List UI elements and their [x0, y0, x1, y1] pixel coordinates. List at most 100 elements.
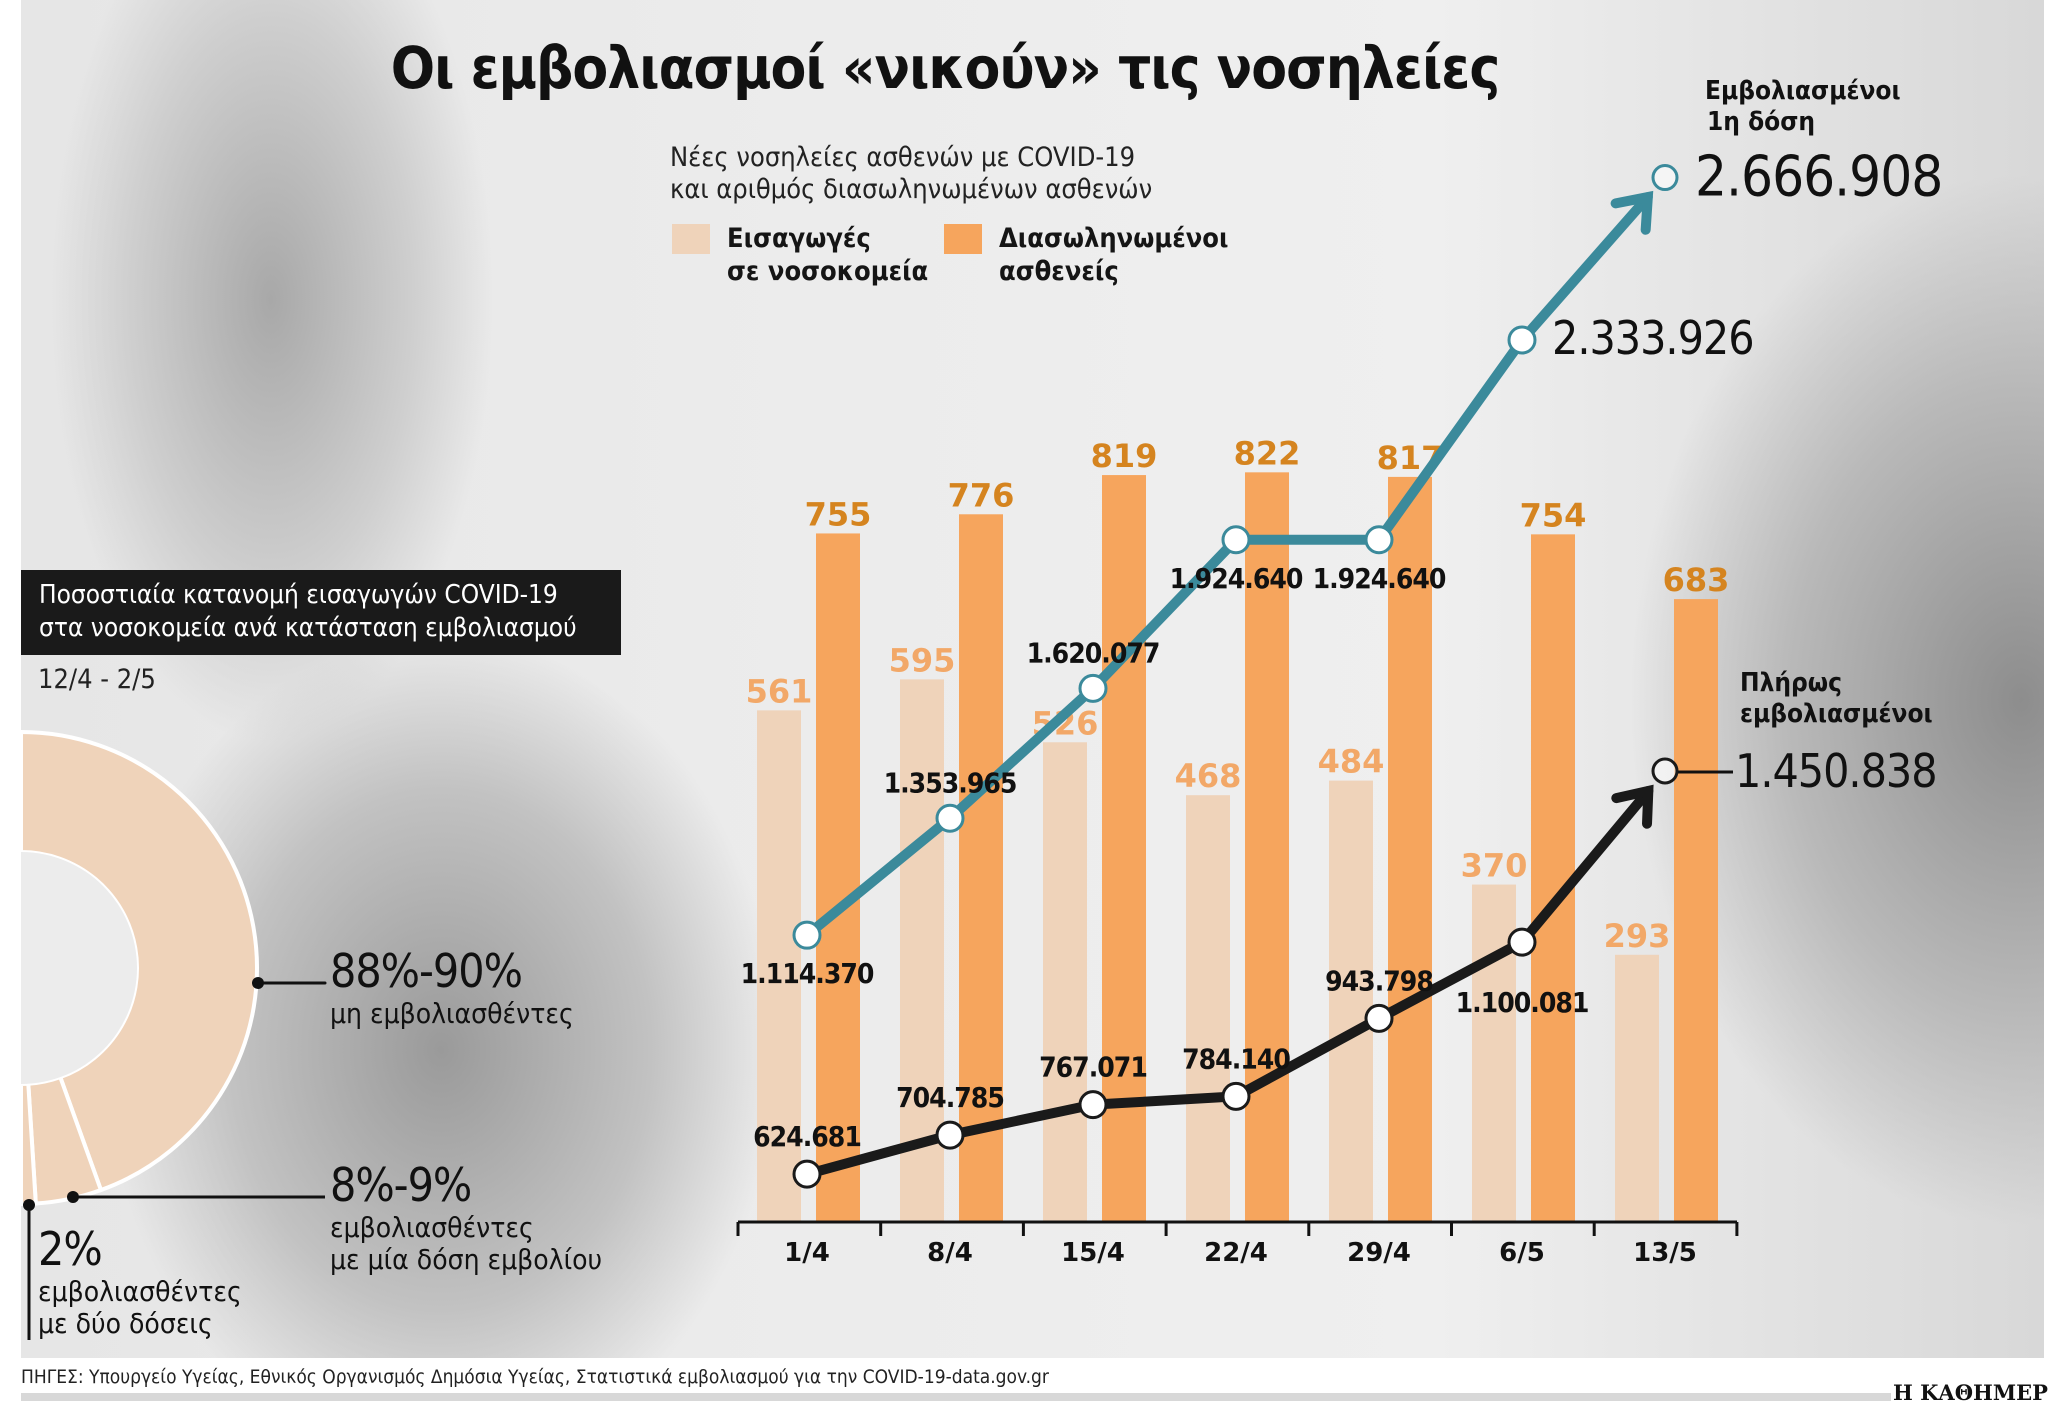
- bar-admissions-value: 595: [889, 641, 956, 679]
- slice-unvaccinated-value: 88%-90%: [330, 944, 523, 998]
- fully-vaccinated-point: [1221, 1081, 1251, 1111]
- fully-label-line-2: εμβολιασμένοι: [1740, 699, 1933, 729]
- x-tick-label: 15/4: [1061, 1238, 1125, 1268]
- bar-intubated-value: 754: [1520, 496, 1587, 534]
- bar-intubated: [1245, 472, 1289, 1222]
- subtitle-line-2: και αριθμός διασωληνωμένων ασθενών: [670, 174, 1153, 205]
- legend-swatch-admissions: [672, 224, 710, 254]
- fully-vaccinated-value-label: 1.450.838: [1735, 744, 1937, 798]
- bar-intubated-value: 776: [948, 476, 1015, 514]
- x-tick-label: 8/4: [927, 1238, 973, 1268]
- first-dose-label-line-1: Εμβολιασμένοι: [1705, 76, 1901, 106]
- vaccination-status-donut: [21, 729, 259, 1207]
- first-dose-point: [1651, 164, 1679, 192]
- first-dose-value-label: 1.924.640: [1313, 562, 1446, 595]
- legend-intubated-line-2: ασθενείς: [999, 256, 1119, 287]
- first-dose-point: [935, 803, 965, 833]
- fully-vaccinated-value-label: 624.681: [753, 1120, 861, 1153]
- chart-subtitle: Νέες νοσηλείες ασθενών με COVID-19 και α…: [670, 142, 1152, 206]
- fully-vaccinated-value-label: 1.100.081: [1456, 986, 1589, 1019]
- fully-vaccinated-point: [1364, 1003, 1394, 1033]
- first-dose-series-label: Εμβολιασμένοι 1η δόση: [1705, 76, 1901, 138]
- bar-admissions-value: 293: [1604, 917, 1671, 955]
- slice-one-dose-value: 8%-9%: [330, 1158, 472, 1212]
- bar-admissions: [1615, 954, 1659, 1222]
- sources-footer: ΠΗΓΕΣ: Υπουργείο Υγείας, Εθνικός Οργανισ…: [21, 1366, 1049, 1388]
- bar-admissions-value: 370: [1461, 847, 1528, 885]
- bar-admissions: [1329, 780, 1373, 1222]
- slice-two-doses-label: 2% εμβολιασθέντες με δύο δόσεις: [38, 1222, 242, 1340]
- breakdown-title-line-2: στα νοσοκομεία ανά κατάσταση εμβολιασμού: [39, 613, 577, 643]
- legend-label-intubated: Διασωληνωμένοι ασθενείς: [999, 222, 1228, 288]
- first-dose-value-label: 1.620.077: [1027, 636, 1160, 669]
- fully-vaccinated-point: [1507, 927, 1537, 957]
- legend-intubated-line-1: Διασωληνωμένοι: [999, 223, 1229, 254]
- fully-vaccinated-series-label: Πλήρως εμβολιασμένοι: [1740, 668, 1933, 730]
- bar-intubated: [1388, 476, 1432, 1222]
- breakdown-title-box: Ποσοστιαία κατανομή εισαγωγών COVID-19 σ…: [21, 570, 621, 655]
- slice-two-doses-text-1: εμβολιασθέντες: [38, 1275, 242, 1308]
- subtitle-line-1: Νέες νοσηλείες ασθενών με COVID-19: [670, 142, 1136, 173]
- x-tick-label: 13/5: [1633, 1238, 1697, 1268]
- bar-intubated: [1102, 475, 1146, 1222]
- fully-vaccinated-point: [1078, 1090, 1108, 1120]
- page-title: Οι εμβολιασμοί «νικούν» τις νοσηλείες: [390, 34, 1501, 102]
- x-tick-label: 6/5: [1499, 1238, 1545, 1268]
- first-dose-value-label: 1.114.370: [741, 957, 874, 990]
- slice-one-dose-text-2: με μία δόση εμβολίου: [330, 1243, 603, 1276]
- first-dose-arrowhead-icon: [1610, 190, 1654, 235]
- fully-vaccinated-point: [792, 1159, 822, 1189]
- slice-unvaccinated-text: μη εμβολιασθέντες: [330, 997, 574, 1030]
- first-dose-point: [792, 920, 822, 950]
- bar-admissions: [1186, 795, 1230, 1222]
- first-dose-label-line-2: 1η δόση: [1707, 107, 1816, 137]
- bar-admissions-value: 561: [746, 672, 813, 710]
- fully-label-line-1: Πλήρως: [1740, 668, 1842, 698]
- bar-intubated: [1531, 534, 1575, 1222]
- fully-vaccinated-arrowhead-icon: [1611, 784, 1654, 829]
- first-dose-value-label: 1.353.965: [884, 766, 1017, 799]
- bar-admissions-value: 484: [1318, 743, 1385, 781]
- bar-admissions: [757, 710, 801, 1222]
- first-dose-point: [1364, 525, 1394, 555]
- first-dose-point: [1078, 673, 1108, 703]
- x-tick-label: 1/4: [784, 1238, 830, 1268]
- first-dose-value-label: 1.924.640: [1170, 562, 1303, 595]
- first-dose-value-label: 2.666.908: [1695, 145, 1942, 210]
- legend-label-admissions: Εισαγωγές σε νοσοκομεία: [727, 222, 928, 288]
- donut-hole: [21, 852, 137, 1084]
- fully-vaccinated-value-label: 704.785: [896, 1081, 1004, 1114]
- first-dose-value-label: 2.333.926: [1552, 311, 1754, 365]
- fully-vaccinated-point: [935, 1120, 965, 1150]
- first-dose-point: [1221, 525, 1251, 555]
- bar-intubated-value: 755: [805, 495, 872, 533]
- x-tick-label: 29/4: [1347, 1238, 1411, 1268]
- slice-one-dose-label: 8%-9% εμβολιασθέντες με μία δόση εμβολίο…: [330, 1158, 602, 1276]
- slice-one-dose-text-1: εμβολιασθέντες: [330, 1211, 534, 1244]
- x-tick-label: 22/4: [1204, 1238, 1268, 1268]
- fully-vaccinated-value-label: 943.798: [1325, 964, 1433, 997]
- bar-intubated: [959, 514, 1003, 1222]
- bar-intubated-value: 683: [1663, 561, 1730, 599]
- bar-intubated-value: 822: [1234, 434, 1301, 472]
- first-dose-point: [1507, 325, 1537, 355]
- legend-admissions-line-1: Εισαγωγές: [727, 223, 871, 254]
- legend-swatch-intubated: [944, 224, 982, 254]
- bar-intubated: [1674, 599, 1718, 1222]
- footer-rule: [21, 1393, 1891, 1401]
- slice-two-doses-text-2: με δύο δόσεις: [38, 1307, 213, 1340]
- bar-admissions-value: 468: [1175, 757, 1242, 795]
- bar-admissions: [1043, 742, 1087, 1222]
- breakdown-title-line-1: Ποσοστιαία κατανομή εισαγωγών COVID-19: [39, 580, 558, 610]
- legend-admissions-line-2: σε νοσοκομεία: [727, 256, 929, 287]
- fully-vaccinated-value-label: 767.071: [1039, 1051, 1147, 1084]
- bar-intubated-value: 819: [1091, 437, 1158, 475]
- fully-vaccinated-point: [1651, 757, 1679, 785]
- fully-vaccinated-value-label: 784.140: [1182, 1042, 1290, 1075]
- slice-two-doses-value: 2%: [38, 1222, 103, 1276]
- publisher-logo: Η ΚΑΘΗΜΕΡΙΝΗ: [1893, 1380, 2048, 1405]
- bar-intubated: [816, 533, 860, 1222]
- hospitalizations-vaccinations-chart: 5617551/45957768/452681915/446882222/448…: [736, 145, 1943, 1268]
- breakdown-period: 12/4 - 2/5: [38, 664, 156, 695]
- slice-unvaccinated-label: 88%-90% μη εμβολιασθέντες: [330, 944, 574, 1030]
